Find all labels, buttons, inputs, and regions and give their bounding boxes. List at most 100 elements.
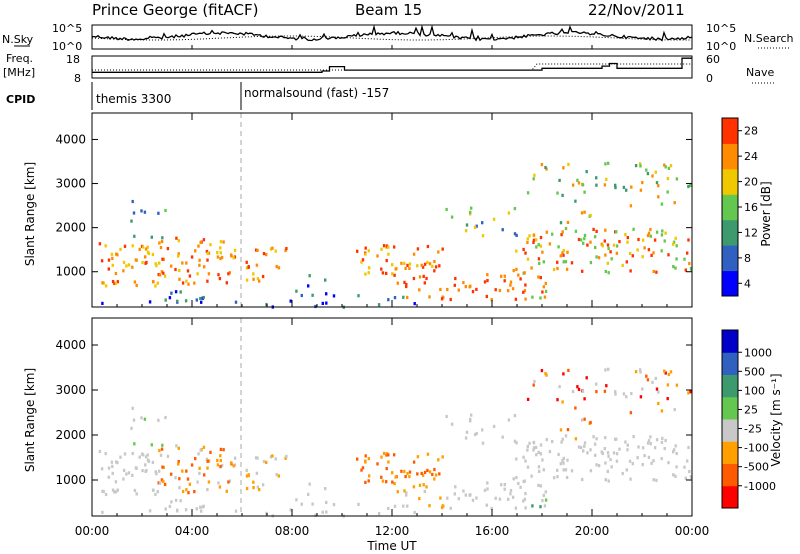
power-cell bbox=[570, 261, 574, 265]
velocity-cell bbox=[689, 390, 692, 394]
power-cell bbox=[532, 177, 535, 181]
power-colorbar-segment bbox=[722, 270, 738, 297]
velocity-cell bbox=[207, 480, 211, 484]
power-cell bbox=[669, 164, 673, 168]
power-cell bbox=[594, 245, 597, 250]
power-cell bbox=[377, 303, 381, 307]
power-cell bbox=[138, 247, 141, 251]
power-cell bbox=[585, 170, 588, 174]
velocity-cell bbox=[150, 443, 153, 447]
power-cell bbox=[300, 293, 303, 298]
velocity-cell bbox=[580, 418, 584, 422]
power-cells bbox=[98, 161, 693, 309]
power-cell bbox=[135, 258, 138, 262]
power-cell bbox=[675, 177, 679, 181]
velocity-cell bbox=[464, 493, 467, 497]
velocity-cell bbox=[181, 469, 184, 473]
power-cell bbox=[199, 240, 202, 245]
power-cell bbox=[492, 217, 496, 221]
velocity-cell bbox=[486, 487, 489, 491]
velocity-cell bbox=[583, 417, 586, 421]
velocity-cell bbox=[686, 459, 689, 463]
power-cell bbox=[683, 257, 686, 261]
power-cell bbox=[580, 211, 584, 215]
freq-left-tick-bottom: 8 bbox=[74, 72, 81, 85]
velocity-cell bbox=[672, 448, 676, 452]
power-cell bbox=[614, 186, 617, 190]
power-cell bbox=[582, 241, 585, 245]
power-cell bbox=[391, 263, 394, 267]
power-cell bbox=[416, 264, 419, 268]
velocity-cell bbox=[494, 496, 497, 500]
power-cell bbox=[630, 185, 633, 189]
velocity-cell bbox=[583, 397, 586, 401]
power-cell bbox=[176, 299, 179, 303]
velocity-cell bbox=[666, 383, 670, 387]
velocity-cell bbox=[403, 489, 406, 493]
velocity-cell bbox=[163, 482, 167, 486]
velocity-cell bbox=[402, 504, 405, 508]
power-cell bbox=[252, 277, 255, 281]
velocity-cell bbox=[269, 455, 273, 459]
velocity-cell bbox=[464, 436, 468, 440]
velocity-cell bbox=[100, 467, 104, 471]
velocity-cell bbox=[261, 483, 265, 487]
nsearch-label: N.Search bbox=[744, 32, 794, 45]
velocity-cell bbox=[667, 461, 670, 465]
power-cell bbox=[618, 240, 621, 244]
velocity-cell bbox=[565, 475, 569, 480]
velocity-colorbar-tick-label: 500 bbox=[744, 365, 765, 378]
velocity-cell bbox=[385, 452, 389, 456]
velocity-cell bbox=[158, 469, 161, 473]
velocity-cell bbox=[655, 387, 659, 391]
power-cell bbox=[357, 294, 360, 298]
power-cell bbox=[428, 262, 432, 266]
velocity-cell bbox=[387, 453, 390, 457]
power-cell bbox=[674, 236, 677, 240]
power-cell bbox=[285, 247, 288, 251]
power-cell bbox=[198, 258, 201, 262]
power-cell bbox=[639, 188, 643, 192]
velocity-cell bbox=[232, 464, 235, 468]
velocity-cell bbox=[545, 438, 548, 442]
velocity-cell bbox=[168, 504, 172, 509]
velocity-cell bbox=[674, 444, 677, 448]
velocity-cell bbox=[501, 435, 504, 439]
velocity-cell bbox=[127, 471, 131, 475]
power-cell bbox=[674, 266, 677, 270]
power-cell bbox=[559, 254, 562, 258]
velocity-cell bbox=[408, 475, 411, 479]
power-cell bbox=[162, 271, 165, 275]
velocity-cell bbox=[465, 430, 469, 434]
velocity-colorbar-tick-label: 100 bbox=[744, 384, 765, 397]
power-cell bbox=[274, 249, 277, 253]
velocity-cell bbox=[513, 439, 517, 443]
velocity-cell bbox=[624, 440, 627, 444]
power-cell bbox=[469, 210, 472, 214]
velocity-cell bbox=[198, 466, 201, 470]
power-cell bbox=[222, 240, 225, 244]
velocity-cell bbox=[229, 461, 233, 465]
velocity-cell bbox=[133, 442, 136, 446]
power-cell bbox=[652, 251, 655, 255]
power-cell bbox=[544, 165, 547, 170]
power-cell bbox=[164, 208, 167, 213]
velocity-cell bbox=[217, 481, 220, 485]
velocity-cell bbox=[603, 447, 606, 451]
velocity-cell bbox=[412, 460, 416, 464]
velocity-cell bbox=[202, 445, 206, 449]
velocity-cell bbox=[425, 485, 428, 489]
power-cell bbox=[364, 246, 367, 250]
velocity-cell bbox=[595, 463, 598, 467]
power-cell bbox=[629, 204, 633, 208]
power-colorbar-segment bbox=[722, 143, 738, 170]
power-cell bbox=[131, 244, 134, 248]
velocity-cell bbox=[151, 460, 155, 464]
velocity-cell bbox=[592, 435, 595, 439]
velocity-cell bbox=[663, 447, 666, 451]
velocity-cell bbox=[583, 444, 586, 448]
velocity-cell bbox=[164, 415, 167, 420]
velocity-cell bbox=[556, 468, 559, 472]
velocity-cell bbox=[595, 382, 598, 386]
velocity-cell bbox=[539, 443, 543, 447]
